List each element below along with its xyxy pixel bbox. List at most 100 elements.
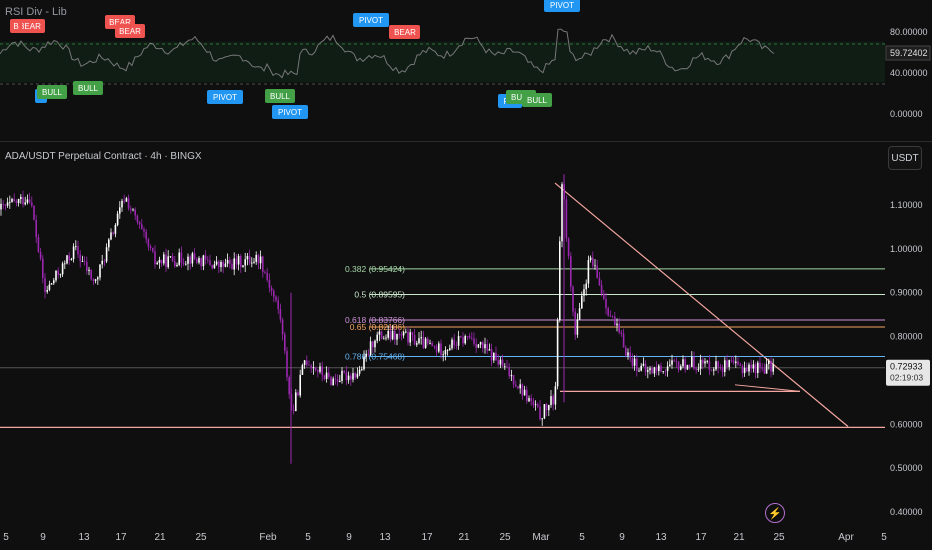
candle-body [365,353,367,357]
candle-body [61,263,64,275]
rsi-signal-badge [10,19,22,33]
candle-body [515,384,517,387]
candle-body [48,284,51,290]
candle-body [677,361,680,370]
candle-body [438,343,440,352]
candle-body [169,256,172,258]
candle-body [413,334,416,345]
candle-body [772,364,774,372]
candle-body [550,396,552,405]
candle-body [508,367,510,377]
candle-body [20,196,22,199]
rsi-signal-label: PIVOT [550,1,574,10]
candle-body [475,343,477,348]
candle-body [350,375,352,380]
candle-body [466,336,469,337]
candle-body [231,263,233,270]
candle-body [138,222,141,225]
candle-body [561,184,563,242]
time-axis-label: 21 [733,532,745,543]
candle-body [358,369,361,374]
candle-body [519,384,521,389]
candle-body [323,375,326,379]
rsi-signal-badge [37,85,67,99]
candle-body [376,334,378,341]
candle-body [418,338,420,344]
candle-body [6,202,9,206]
rsi-signal-badge [73,81,103,95]
candle-body [53,280,55,284]
candle-body [77,246,79,255]
candle-body [554,386,557,405]
candle-body [629,352,631,359]
lightning-icon[interactable]: ⚡ [765,503,785,523]
price-pane[interactable]: 1.100001.000000.900000.800000.700000.600… [0,142,932,522]
candle-body [578,308,581,320]
candle-body [581,295,583,309]
fib-label: 0.618 (0.83766) [345,315,405,325]
candle-body [702,359,704,364]
candle-body [178,252,180,265]
candle-body [158,259,161,263]
candle-body [649,368,651,371]
candle-body [341,370,343,381]
candle-body [213,264,216,269]
candle-body [695,368,697,370]
candle-body [171,256,174,262]
candle-body [765,364,768,374]
time-axis[interactable]: 5 9 13 17 21 25 Feb 5 9 13 17 21 25 Mar 5 9 13 17 21 25 Apr 5 [0,522,932,550]
candle-body [684,359,686,370]
candle-body [275,296,277,301]
candle-body [620,332,623,334]
time-axis-label: 5 [881,532,887,543]
candle-body [262,256,264,272]
rsi-signal-label: BEAR [394,28,416,37]
candle-body [134,209,136,216]
candle-body [108,239,110,248]
candle-body [446,349,449,351]
candle-body [17,198,20,203]
candle-body [46,289,48,292]
candle-body [640,365,642,371]
candle-body [618,323,620,333]
candle-body [237,256,240,265]
candle-body [4,204,7,206]
candle-body [693,356,695,369]
candle-body [257,254,260,264]
candle-body [101,260,103,265]
candle-body [750,364,752,369]
candle-body [39,251,42,259]
indicator-title: RSI Div - Lib [5,6,67,18]
candle-body [270,287,273,291]
candle-body [468,336,471,338]
candle-body [726,360,728,367]
rsi-signal-label: BEAR [109,18,131,27]
rsi-signal-label: BULL [527,96,548,105]
pane-separator[interactable] [0,141,932,142]
last-price-value: 0.72933 [890,362,923,372]
candle-body [90,269,92,280]
candle-body [715,361,717,370]
candle-body [691,356,693,367]
candle-body [616,323,618,326]
candle-body [200,258,202,267]
currency-button[interactable]: USDT [888,146,922,170]
candle-body [13,198,15,202]
candle-body [308,364,310,366]
candle-body [592,257,594,266]
candle-body [383,338,385,340]
candle-body [229,260,231,264]
candle-body [334,378,337,380]
candle-body [675,361,678,363]
candle-body [548,404,550,411]
time-axis-label: 13 [379,532,391,543]
rsi-signal-badge [265,89,295,103]
candle-body [149,246,152,248]
candle-body [273,290,275,297]
candle-body [226,260,229,264]
candle-body [259,256,262,264]
candle-body [431,343,433,346]
rsi-signal-badge [207,90,243,104]
trend-line-2 [734,384,801,392]
